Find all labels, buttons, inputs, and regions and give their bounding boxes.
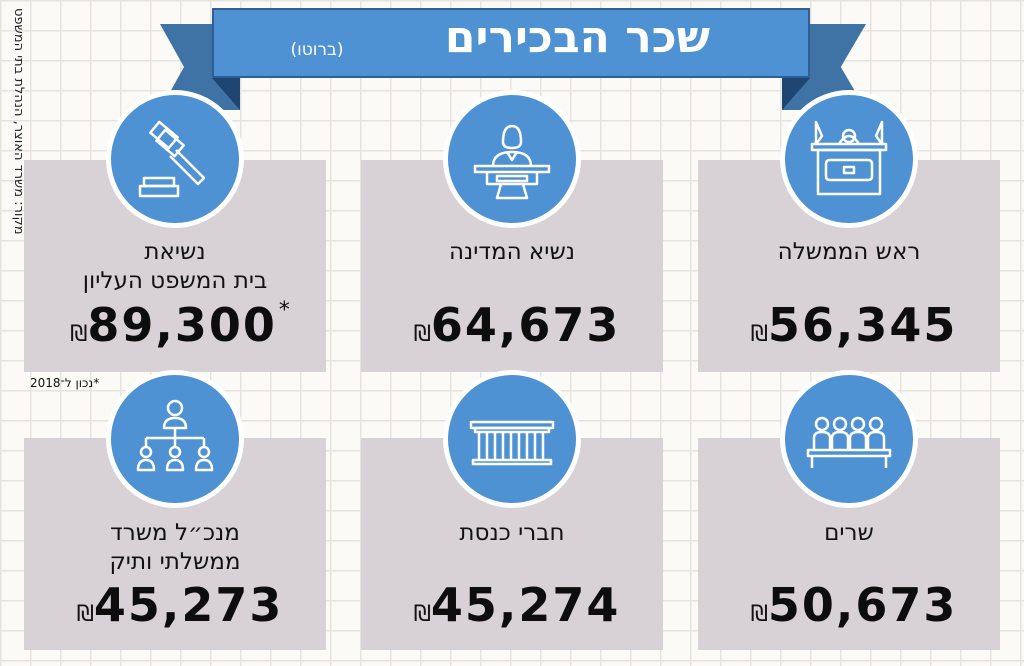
lectern-speaker-icon [473,124,551,200]
label-president: נשיא המדינה [449,239,575,265]
currency-symbol: ₪ [413,322,431,347]
amount-knesset-members: ₪45,274 [413,578,621,632]
gavel-icon [138,120,206,198]
label-supreme-court-president: נשיאת בית המשפט העליון [82,239,268,294]
circle-ministers [780,370,918,508]
currency-symbol: ₪ [413,602,431,627]
page-subtitle: (ברוטו) [290,40,344,60]
circle-president [443,90,581,228]
currency-symbol: ₪ [70,322,88,347]
podium-icon [810,120,888,196]
footnote: *נכון ל־2018 [30,376,100,390]
amount-prime-minister: ₪56,345 [750,298,958,352]
currency-symbol: ₪ [750,322,768,347]
page-title: שכר הבכירים [444,12,710,63]
circle-prime-minister [780,90,918,228]
footnote-marker: * [278,298,290,323]
label-prime-minister: ראש הממשלה [777,239,921,265]
label-knesset-members: חברי כנסת [459,520,565,546]
currency-symbol: ₪ [750,602,768,627]
org-chart-icon [136,399,214,472]
label-ministers: שרים [824,520,874,546]
title-ribbon [212,8,810,78]
ministers-table-icon [806,416,892,468]
circle-supreme-court [106,90,244,228]
amount-ministry-director: ₪45,273 [76,578,284,632]
circle-knesset [443,370,581,508]
amount-ministers: ₪50,673 [750,578,958,632]
source-note: מקור: משרד האוצר, הנהלת בתי המשפט [11,8,26,235]
currency-symbol: ₪ [76,602,94,627]
amount-supreme-court-president: ₪89,300* [70,298,290,352]
knesset-building-icon [469,420,555,466]
circle-ministry-director [106,370,244,508]
label-ministry-director: מנכ״ל משרד ממשלתי ותיק [109,520,241,575]
amount-president: ₪64,673 [413,298,621,352]
